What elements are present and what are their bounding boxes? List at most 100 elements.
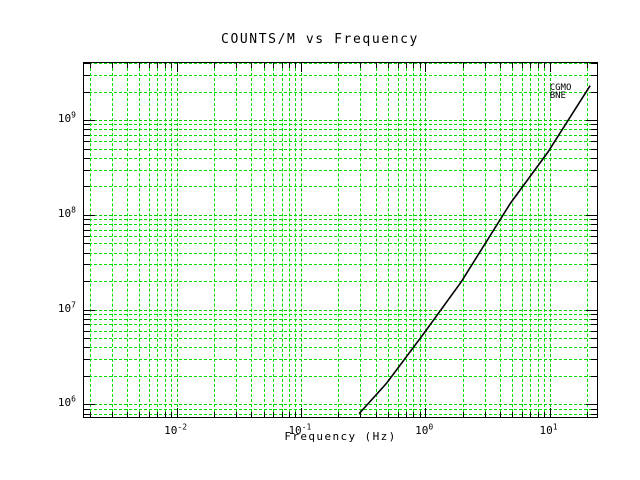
x-tick-mark [512,63,514,68]
y-tick-mark [84,214,95,216]
x-tick-mark [251,63,253,68]
x-tick-mark [127,412,129,417]
y-tick-mark [591,141,597,143]
y-tick-mark [591,338,597,340]
gridline-horizontal [84,252,597,254]
y-tick-mark [591,264,597,266]
x-tick-mark [263,63,265,68]
gridline-vertical [251,63,253,417]
y-tick-mark [591,243,597,245]
y-tick-mark [84,252,90,254]
x-tick-mark [375,63,377,68]
x-tick-mark [149,412,150,417]
gridline-vertical [295,63,297,417]
gridline-horizontal [84,264,597,266]
x-tick-mark [111,412,113,417]
gridline-vertical [139,63,141,417]
y-tick-mark [591,157,597,159]
x-tick-mark [397,412,399,417]
x-tick-mark [419,412,421,417]
x-tick-mark [549,408,551,417]
x-tick-mark [484,412,486,417]
gridline-vertical [235,63,237,417]
gridline-vertical [543,63,545,417]
y-tick-mark [84,318,90,320]
y-tick-mark [84,313,90,315]
plot-area[interactable]: CGMO BNE [83,62,598,418]
gridline-horizontal [84,157,597,159]
y-tick-mark [84,169,90,171]
gridline-vertical [338,63,340,417]
x-tick-mark [273,412,275,417]
y-tick-mark [586,404,597,406]
y-tick-mark [84,229,90,231]
y-tick-mark [84,120,95,121]
x-axis-tick-label: 101 [539,422,558,437]
x-tick-mark [462,412,464,417]
x-axis-tick-label: 10-2 [164,422,188,437]
y-tick-mark [84,235,90,237]
y-tick-mark [591,63,597,64]
annotation-line-1: CGMO [549,82,572,93]
x-axis-tick-label: 100 [415,422,434,437]
x-tick-mark [89,412,91,417]
y-tick-mark [591,324,597,326]
y-tick-mark [586,309,597,311]
x-tick-mark [530,412,532,417]
x-tick-mark [425,63,427,72]
gridline-vertical [387,63,389,417]
x-tick-mark [387,63,389,68]
x-tick-mark [360,412,362,417]
y-tick-mark [84,63,90,64]
y-tick-mark [84,157,90,159]
x-tick-mark [522,412,523,417]
gridline-vertical [111,63,113,417]
y-tick-mark [591,313,597,315]
x-tick-mark [406,412,407,417]
y-tick-mark [591,134,597,136]
data-series-line [358,85,591,415]
x-tick-mark [500,63,502,68]
x-tick-mark [512,412,514,417]
y-tick-mark [84,330,90,332]
x-tick-mark [300,63,302,72]
gridline-horizontal [84,281,597,282]
gridline-horizontal [84,318,597,320]
y-tick-mark [586,120,597,121]
y-tick-mark [84,148,90,150]
gridline-horizontal [84,309,597,311]
y-tick-mark [84,309,95,311]
x-tick-mark [235,412,237,417]
x-tick-mark [288,63,290,68]
gridline-vertical [512,63,514,417]
gridline-horizontal [84,229,597,231]
y-tick-mark [591,229,597,231]
x-tick-mark [484,63,486,68]
gridline-horizontal [84,219,597,221]
y-axis-tick-label: 106 [57,394,76,410]
gridline-horizontal [84,74,597,76]
x-tick-mark [164,63,166,68]
x-tick-mark [176,63,178,72]
y-tick-mark [591,129,597,131]
gridline-vertical [425,63,427,417]
y-tick-mark [591,281,597,282]
gridline-vertical [214,63,215,417]
x-tick-mark [273,63,275,68]
gridline-vertical [530,63,532,417]
gridline-horizontal [84,404,597,406]
gridline-vertical [89,63,91,417]
y-tick-mark [591,169,597,171]
gridline-horizontal [84,324,597,326]
gridline-vertical [397,63,399,417]
x-tick-mark [281,63,283,68]
x-tick-mark [170,412,172,417]
y-tick-mark [591,224,597,225]
y-tick-mark [84,224,90,225]
x-tick-mark [549,63,551,72]
x-tick-mark [288,412,290,417]
gridline-horizontal [84,214,597,216]
gridline-vertical [127,63,129,417]
gridline-horizontal [84,330,597,332]
